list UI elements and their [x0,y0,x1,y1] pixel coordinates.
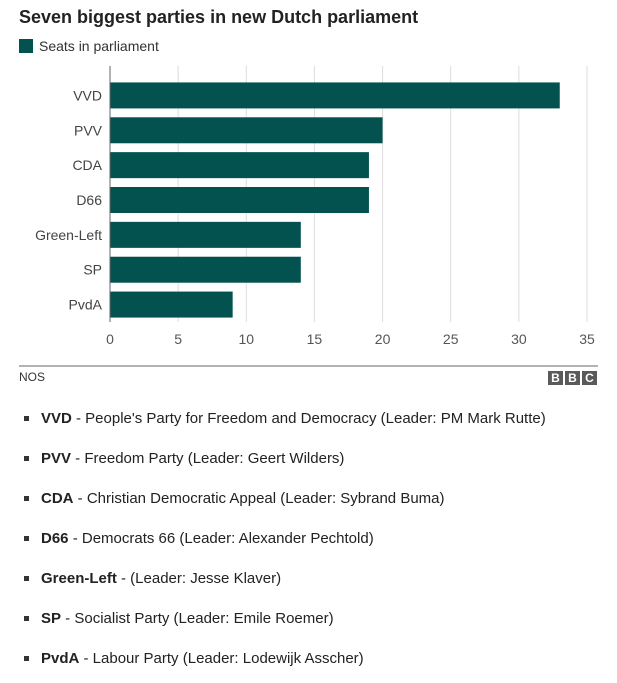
bullet-icon [24,535,29,541]
bullet-icon [24,455,29,461]
party-abbr: VVD [41,409,72,427]
list-item: SP - Socialist Party (Leader: Emile Roem… [24,598,546,638]
party-desc: - Christian Democratic Appeal (Leader: S… [73,489,445,507]
legend-swatch [19,39,33,53]
party-abbr: PvdA [41,649,80,667]
bar [110,117,383,144]
x-tick-label: 35 [579,331,595,347]
y-tick-label: D66 [76,192,102,208]
bar-chart: 0 5 10 15 20 25 30 35 VVD PVV CDA D66 Green-Left SP Pv… [19,66,598,367]
party-abbr: SP [41,609,62,627]
party-abbr: Green-Left [41,569,117,587]
party-desc: - Freedom Party (Leader: Geert Wilders) [71,449,345,467]
bullet-icon [24,415,29,421]
bullet-icon [24,615,29,621]
bar [110,221,301,248]
party-desc: - Socialist Party (Leader: Emile Roemer) [61,609,334,627]
x-tick-label: 0 [106,331,114,347]
bar [110,152,369,179]
bbc-logo-letter: B [548,371,563,385]
list-item: PVV - Freedom Party (Leader: Geert Wilde… [24,438,546,478]
y-tick-label: VVD [73,87,102,103]
bullet-icon [24,495,29,501]
bullet-icon [24,655,29,661]
party-desc: - Labour Party (Leader: Lodewijk Asscher… [79,649,364,667]
x-tick-label: 5 [174,331,182,347]
y-tick-label: SP [83,262,102,278]
party-abbr: D66 [41,529,69,547]
bullet-icon [24,575,29,581]
list-item: VVD - People's Party for Freedom and Dem… [24,398,546,438]
x-tick-label: 30 [511,331,527,347]
list-item: D66 - Democrats 66 (Leader: Alexander Pe… [24,518,546,558]
y-tick-label: PVV [74,122,103,138]
bar [110,256,301,283]
y-tick-label: PvdA [69,297,103,313]
source-label: NOS [19,370,46,384]
bar [110,82,560,109]
legend-label: Seats in parliament [39,38,159,54]
list-item: Green-Left - (Leader: Jesse Klaver) [24,558,546,598]
bbc-logo: B B C [548,371,597,385]
y-tick-label: CDA [72,157,102,173]
y-tick-label: Green-Left [35,227,102,243]
party-desc: - Democrats 66 (Leader: Alexander Pechto… [68,529,374,547]
party-list: VVD - People's Party for Freedom and Dem… [24,398,546,678]
party-desc: - (Leader: Jesse Klaver) [116,569,282,587]
bbc-logo-letter: C [582,371,597,385]
party-abbr: PVV [41,449,72,467]
party-desc: - People's Party for Freedom and Democra… [71,409,546,427]
legend: Seats in parliament [19,38,159,54]
chart-title: Seven biggest parties in new Dutch parli… [19,7,419,27]
x-tick-label: 25 [443,331,459,347]
party-abbr: CDA [41,489,74,507]
x-tick-label: 20 [375,331,391,347]
bar [110,291,233,318]
bar [110,187,369,213]
x-tick-label: 15 [307,331,323,347]
bbc-logo-letter: B [565,371,580,385]
list-item: CDA - Christian Democratic Appeal (Leade… [24,478,546,518]
list-item: PvdA - Labour Party (Leader: Lodewijk As… [24,638,546,678]
x-tick-label: 10 [238,331,254,347]
